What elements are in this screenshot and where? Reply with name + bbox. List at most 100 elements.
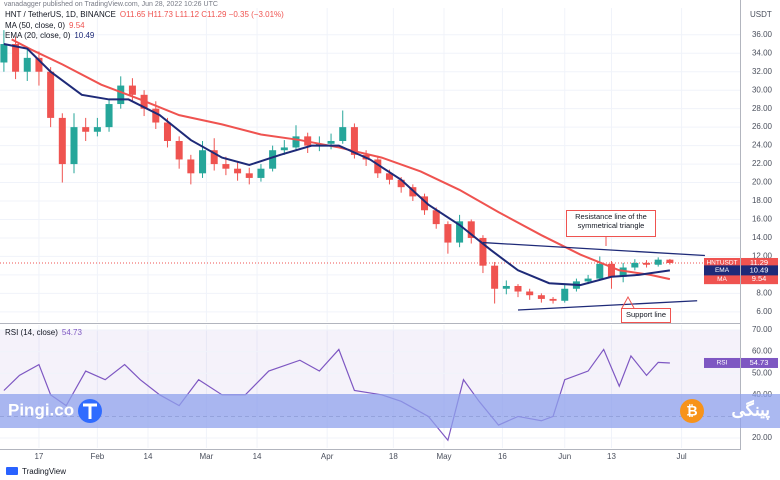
trend-line [482, 241, 705, 257]
rsi-line [3, 348, 670, 442]
resistance-callout-text: Resistance line of the symmetrical trian… [566, 210, 656, 237]
x-tick-label: Apr [321, 452, 334, 461]
candle-body [596, 263, 604, 279]
candle-body [456, 221, 464, 243]
candle-body [514, 285, 522, 292]
watermark-right: پینگی [731, 399, 770, 420]
candle-body [385, 173, 393, 180]
candle-body [23, 57, 31, 72]
y-tick-label: 20.00 [752, 433, 773, 442]
candle-body [199, 150, 207, 174]
candle-body [105, 104, 113, 128]
trend-line [517, 300, 698, 311]
rsi-tag-label-box [704, 357, 740, 368]
x-tick-label: Jul [676, 452, 686, 461]
y-tick-label: 8.00 [756, 288, 772, 297]
axes: 17 Feb 14 Mar 14 Apr 18 May 16 Jun 13 Jul 6.00 8.00 10… [34, 30, 778, 461]
symbol-title: HNT / TetherUS, 1D, BINANCE [5, 10, 116, 19]
candle-body [444, 224, 452, 243]
x-tick-label: May [436, 452, 451, 461]
candle-body [70, 127, 78, 165]
y-tick-label: 28.00 [752, 104, 773, 113]
footer-brand: TradingView [22, 467, 66, 476]
indicator-tag-value-box [741, 265, 778, 276]
support-callout-text: Support line [621, 308, 671, 323]
resistance-callout: Resistance line of the symmetrical trian… [566, 210, 656, 237]
x-tick-label: Feb [90, 452, 104, 461]
candle-body [257, 168, 265, 178]
candle-body [432, 210, 440, 225]
x-tick-label: 16 [498, 452, 507, 461]
ma-legend-value: 9.54 [69, 21, 85, 30]
y-tick-label: 24.00 [752, 141, 773, 150]
tether-glyph [83, 403, 97, 419]
bitcoin-logo [680, 399, 704, 423]
candle-body [47, 71, 55, 118]
ema-legend-value: 10.49 [74, 31, 95, 40]
candle-body [631, 262, 639, 268]
publisher-line: vanadagger published on TradingView.com,… [4, 1, 218, 8]
y-tick-label: 50.00 [752, 368, 773, 377]
x-tick-label: 14 [144, 452, 153, 461]
indicator-line [11, 38, 671, 281]
candle-body [607, 263, 615, 277]
candle-body [175, 140, 183, 160]
indicator-line [3, 43, 671, 287]
y-tick-label: 60.00 [752, 347, 773, 356]
y-tick-label: 6.00 [756, 307, 772, 316]
x-tick-label: 14 [253, 452, 262, 461]
watermark-band [0, 394, 780, 428]
y-tick-label: 26.00 [752, 122, 773, 131]
price-tag-value: 11.29 [750, 258, 768, 267]
price-tag-label-box [704, 257, 740, 268]
candle-body [502, 285, 510, 289]
candle-body [526, 291, 534, 296]
candle-body [117, 85, 125, 105]
y-tick-label: 36.00 [752, 30, 773, 39]
candle-body [12, 44, 20, 72]
plot [0, 30, 705, 442]
candle-body [537, 295, 545, 299]
rsi-tag-label: RSI [717, 360, 728, 367]
candle-body [619, 267, 627, 277]
y-tick-label: 22.00 [752, 159, 773, 168]
indicator-tag-value: 10.49 [750, 265, 769, 274]
indicator-tag-label-box [704, 274, 740, 285]
candle-body [35, 57, 43, 72]
y-tick-label: 14.00 [752, 233, 773, 242]
x-tick-label: 13 [607, 452, 616, 461]
y-tick-label: 34.00 [752, 48, 773, 57]
indicator-tag-label-box [704, 265, 740, 276]
candle-body [210, 150, 218, 165]
candle-body [280, 147, 288, 151]
candle-body [93, 127, 101, 132]
candle-body [234, 168, 242, 174]
symbol-legend: HNT / TetherUS, 1D, BINANCE O11.65 H11.73… [5, 10, 284, 19]
candle-body [643, 262, 651, 265]
rsi-legend-value: 54.73 [62, 328, 83, 337]
candle-body [467, 221, 475, 238]
y-tick-label: 30.00 [752, 85, 773, 94]
candle-body [421, 196, 429, 211]
price-unit: USDT [750, 10, 772, 19]
x-tick-label: Mar [200, 452, 214, 461]
candle-body [292, 136, 300, 148]
candle-body [58, 117, 66, 165]
watermark-left: Pingi.co [8, 400, 74, 419]
candle-body [339, 127, 347, 141]
x-tick-label: Jun [558, 452, 571, 461]
candle-body [152, 108, 160, 123]
y-tick-label: 70.00 [752, 325, 773, 334]
candle-body [245, 173, 253, 178]
ema-legend: EMA (20, close, 0) 10.49 [5, 31, 95, 40]
y-tick-label: 20.00 [752, 178, 773, 187]
candle-body [327, 140, 335, 144]
candle-body [666, 259, 674, 263]
callout-pointer [621, 295, 635, 309]
candle-body [82, 127, 90, 132]
ma-legend-name: MA (50, close, 0) [5, 21, 65, 30]
bitcoin-glyph: ₿ [686, 403, 697, 419]
support-callout: Support line [621, 308, 671, 323]
y-tick-label: 32.00 [752, 67, 773, 76]
